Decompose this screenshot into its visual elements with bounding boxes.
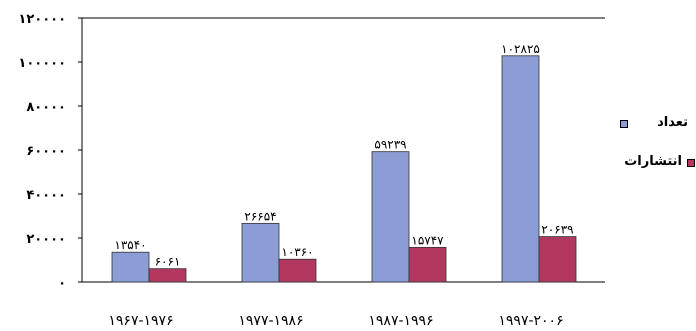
bar-data-label: ۱۰۲۸۲۵ (501, 42, 540, 56)
x-tick-label: ۱۹۷۷-۱۹۸۶ (238, 313, 303, 329)
y-axis-ticks: ۰ ۲۰۰۰۰ ۴۰۰۰۰ ۶۰۰۰۰ ۸۰۰۰۰ ۱۰۰۰۰۰ ۱۲۰۰۰۰ (18, 12, 82, 291)
y-tick-label: ۴۰۰۰۰ (26, 188, 66, 203)
bar-series-1 (501, 55, 540, 283)
x-tick-label: ۱۹۶۷-۱۹۷۶ (108, 313, 173, 329)
y-tick-label: ۱۲۰۰۰۰ (18, 12, 66, 27)
x-axis-labels: ۱۹۶۷-۱۹۷۶ ۱۹۷۷-۱۹۸۶ ۱۹۸۷-۱۹۹۶ ۱۹۹۷-۲۰۰۶ (108, 313, 563, 329)
bar-series-1 (241, 222, 280, 283)
bar-data-label: ۲۶۶۵۴ (244, 209, 276, 223)
bar-data-label: ۱۳۵۴۰ (114, 238, 146, 252)
bar-data-label: ۱۰۳۶۰ (281, 245, 313, 259)
bars: ۱۳۵۴۰ ۶۰۶۱ ۲۶۶۵۴ ۱۰۳۶۰ ۵۹۲۳۹ ۱۵۷۴۷ ۱۰۲۸۲۵ ۲۰۶۳۹ (111, 42, 577, 283)
bar-data-label: ۶۰۶۱ (155, 255, 181, 269)
bar-data-label: ۱۵۷۴۷ (411, 233, 444, 247)
y-tick-label: ۶۰۰۰۰ (26, 144, 66, 159)
bar-series-1 (111, 251, 150, 283)
x-tick-label: ۱۹۹۷-۲۰۰۶ (498, 313, 563, 329)
bar-series-2 (278, 258, 317, 283)
bar-data-label: ۵۹۲۳۹ (374, 138, 406, 152)
legend-swatch-series-1 (620, 120, 628, 128)
x-tick-label: ۱۹۸۷-۱۹۹۶ (368, 313, 433, 329)
y-tick-label: ۱۰۰۰۰۰ (18, 56, 66, 71)
bar-series-1 (371, 151, 410, 283)
bar-series-2 (538, 236, 577, 283)
y-tick-label: ۸۰۰۰۰ (26, 100, 66, 115)
y-tick-label: ۲۰۰۰۰ (26, 232, 66, 247)
legend-swatch-series-2 (687, 159, 695, 167)
bar-series-2 (408, 246, 447, 283)
bar-series-2 (148, 268, 187, 283)
legend-label-series-2: انتشارات (624, 154, 682, 169)
legend-label-series-1: تعداد (657, 115, 688, 130)
bar-data-label: ۲۰۶۳۹ (541, 223, 573, 237)
y-tick-label: ۰ (58, 276, 66, 291)
